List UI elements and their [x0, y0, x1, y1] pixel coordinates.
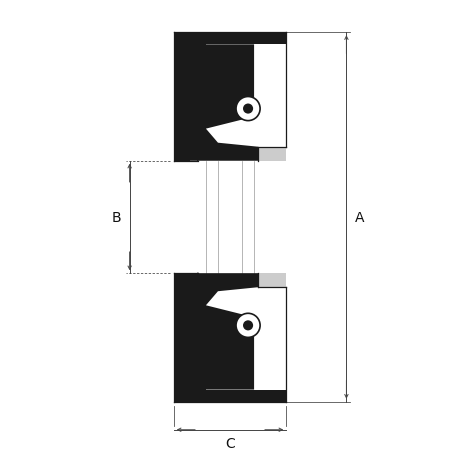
Polygon shape	[257, 274, 285, 288]
Circle shape	[235, 313, 259, 338]
Polygon shape	[206, 45, 253, 129]
Polygon shape	[206, 306, 253, 390]
Circle shape	[242, 104, 252, 114]
Text: B: B	[112, 211, 121, 224]
Text: A: A	[354, 211, 363, 224]
Polygon shape	[174, 274, 285, 402]
Polygon shape	[174, 33, 285, 162]
Polygon shape	[190, 390, 285, 402]
Circle shape	[235, 97, 259, 121]
Polygon shape	[190, 33, 285, 45]
Polygon shape	[174, 274, 190, 402]
Polygon shape	[190, 274, 257, 306]
Polygon shape	[257, 147, 285, 162]
Polygon shape	[174, 33, 190, 162]
Polygon shape	[190, 129, 257, 162]
Text: C: C	[224, 436, 235, 450]
Circle shape	[242, 320, 252, 330]
